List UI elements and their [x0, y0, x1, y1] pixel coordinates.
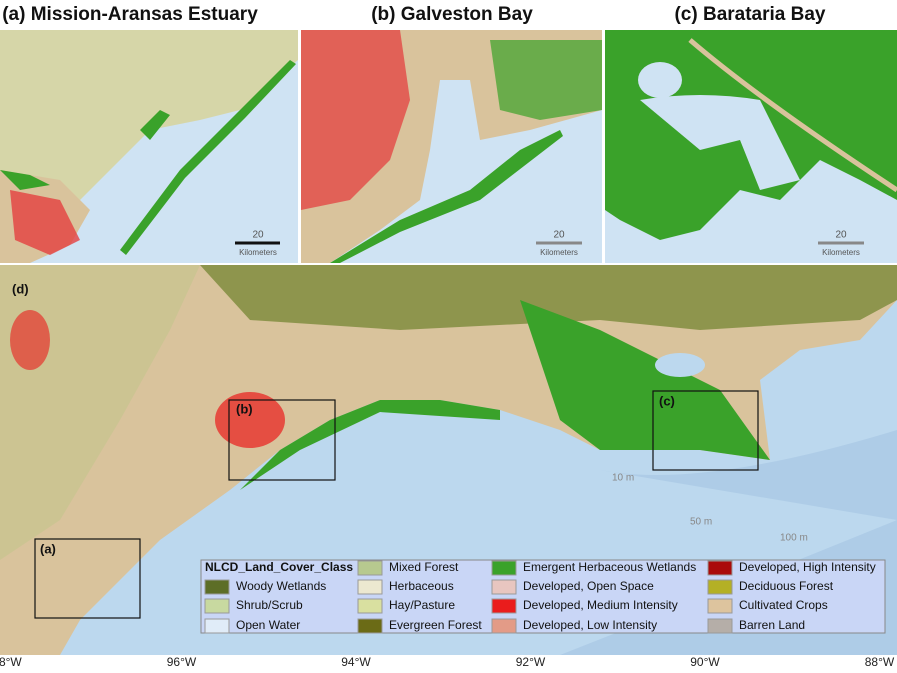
- legend-label: Herbaceous: [389, 579, 454, 593]
- longitude-label: 92°W: [516, 655, 546, 669]
- scale-unit: Kilometers: [540, 248, 578, 257]
- legend-label: Cultivated Crops: [739, 598, 828, 612]
- longitude-label: 94°W: [341, 655, 371, 669]
- legend-label: Developed, High Intensity: [739, 560, 876, 574]
- legend-swatch: [357, 579, 383, 595]
- legend-label: Developed, Open Space: [523, 579, 654, 593]
- legend-swatch: [204, 618, 230, 634]
- inset-box-label: (a): [40, 541, 56, 556]
- scale-value: 20: [835, 230, 847, 241]
- legend-swatch: [204, 579, 230, 595]
- panel-a-map: [0, 30, 298, 263]
- legend-swatch: [204, 598, 230, 614]
- panel-title: (b) Galveston Bay: [371, 4, 533, 25]
- panel-title: (a) Mission-Aransas Estuary: [2, 4, 258, 25]
- legend-label: Woody Wetlands: [236, 579, 326, 593]
- legend-swatch: [707, 560, 733, 576]
- overview-label: (d): [12, 281, 29, 296]
- legend-swatch: [707, 579, 733, 595]
- legend-label: Evergreen Forest: [389, 618, 482, 632]
- scale-unit: Kilometers: [239, 248, 277, 257]
- legend-label: Open Water: [236, 618, 300, 632]
- legend-swatch: [357, 618, 383, 634]
- labels: (a) Mission-Aransas Estuary 20 Kilometers (…: [0, 4, 895, 669]
- longitude-label: 90°W: [690, 655, 720, 669]
- legend-swatch: [357, 560, 383, 576]
- legend-swatch: [707, 618, 733, 634]
- legend-swatch: [491, 579, 517, 595]
- panel-c-map: [605, 30, 897, 263]
- legend-title: NLCD_Land_Cover_Class: [205, 560, 353, 574]
- longitude-label: 96°W: [167, 655, 197, 669]
- depth-label: 10 m: [612, 473, 634, 484]
- depth-label: 100 m: [780, 533, 808, 544]
- longitude-label: 88°W: [865, 655, 895, 669]
- legend-label: Shrub/Scrub: [236, 598, 303, 612]
- legend-label: Barren Land: [739, 618, 805, 632]
- scale-unit: Kilometers: [822, 248, 860, 257]
- inset-box-label: (c): [659, 393, 675, 408]
- legend-swatch: [357, 598, 383, 614]
- scale-value: 20: [252, 230, 264, 241]
- legend-label: Deciduous Forest: [739, 579, 834, 593]
- inset-box-label: (b): [236, 401, 253, 416]
- legend-label: Emergent Herbaceous Wetlands: [523, 560, 696, 574]
- legend-swatch: [491, 560, 517, 576]
- legend-swatch: [491, 618, 517, 634]
- legend-swatch: [491, 598, 517, 614]
- depth-label: 50 m: [690, 517, 712, 528]
- legend-label: Developed, Low Intensity: [523, 618, 657, 632]
- scale-value: 20: [553, 230, 565, 241]
- longitude-label: 98°W: [0, 655, 22, 669]
- legend-label: Developed, Medium Intensity: [523, 598, 678, 612]
- legend-label: Mixed Forest: [389, 560, 459, 574]
- axis-strip: [0, 655, 897, 673]
- panel-b-map: [301, 30, 602, 263]
- panel-title: (c) Barataria Bay: [674, 4, 825, 25]
- legend-label: Hay/Pasture: [389, 598, 455, 612]
- legend-swatch: [707, 598, 733, 614]
- legend-box: [200, 559, 886, 634]
